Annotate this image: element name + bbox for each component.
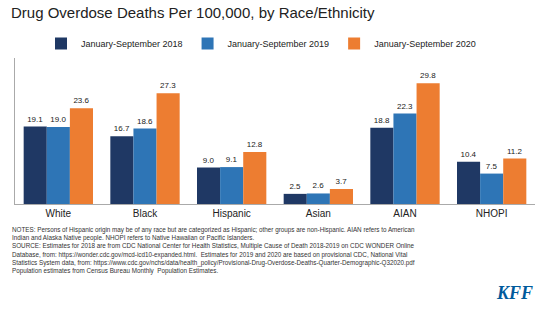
svg-text:7.5: 7.5 xyxy=(486,162,498,171)
svg-text:NOTES: Persons of Hispanic ori: NOTES: Persons of Hispanic origin may be… xyxy=(12,226,415,275)
svg-text:Asian: Asian xyxy=(306,208,331,219)
svg-text:19.0: 19.0 xyxy=(50,115,66,124)
svg-text:19.1: 19.1 xyxy=(27,115,43,124)
svg-text:29.8: 29.8 xyxy=(420,71,436,80)
svg-text:January-September 2019: January-September 2019 xyxy=(228,39,330,49)
svg-text:9.0: 9.0 xyxy=(203,156,215,165)
svg-text:18.8: 18.8 xyxy=(374,116,390,125)
svg-text:NHOPI: NHOPI xyxy=(476,208,508,219)
svg-text:KFF: KFF xyxy=(496,283,533,303)
svg-text:10.4: 10.4 xyxy=(460,150,476,159)
svg-text:12.8: 12.8 xyxy=(247,140,263,149)
svg-text:Hispanic: Hispanic xyxy=(212,208,250,219)
svg-text:22.3: 22.3 xyxy=(397,102,413,111)
svg-text:January-September 2018: January-September 2018 xyxy=(81,39,183,49)
svg-text:AIAN: AIAN xyxy=(393,208,416,219)
svg-text:White: White xyxy=(46,208,72,219)
svg-text:Drug Overdose Deaths Per 100,0: Drug Overdose Deaths Per 100,000, by Rac… xyxy=(11,4,375,21)
svg-text:9.1: 9.1 xyxy=(226,155,238,164)
svg-text:2.6: 2.6 xyxy=(312,181,324,190)
svg-text:January-September 2020: January-September 2020 xyxy=(374,39,476,49)
svg-text:27.3: 27.3 xyxy=(160,81,176,90)
svg-text:Black: Black xyxy=(133,208,158,219)
svg-text:3.7: 3.7 xyxy=(336,177,348,186)
svg-text:2.5: 2.5 xyxy=(289,182,301,191)
svg-text:23.6: 23.6 xyxy=(73,96,89,105)
svg-text:16.7: 16.7 xyxy=(114,124,130,133)
svg-text:18.6: 18.6 xyxy=(137,117,153,126)
svg-text:11.2: 11.2 xyxy=(507,147,523,156)
